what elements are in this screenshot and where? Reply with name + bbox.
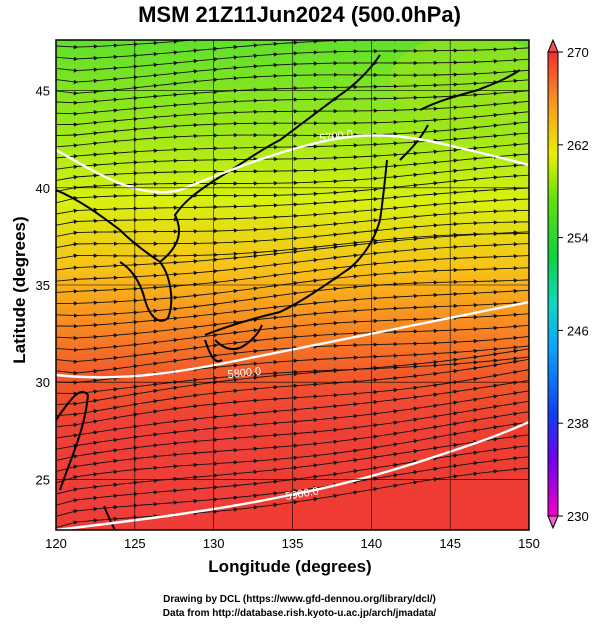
x-axis-label: Longitude (degrees) <box>208 557 372 576</box>
colorbar-tick-label: 246 <box>567 323 589 338</box>
y-tick-label: 25 <box>36 472 50 487</box>
y-tick-label: 40 <box>36 181 50 196</box>
y-tick-label: 30 <box>36 375 50 390</box>
y-tick-label: 35 <box>36 278 50 293</box>
coastlines <box>56 54 521 530</box>
x-tick-label: 140 <box>360 536 382 551</box>
height-contours <box>56 134 529 530</box>
x-tick-label: 120 <box>45 536 67 551</box>
streamline <box>56 467 529 529</box>
contour-label-5900: 5900.0 <box>284 485 319 503</box>
x-tick-label: 135 <box>282 536 304 551</box>
axis-ticks: 120 125 130 135 140 145 150 25 30 35 40 45 <box>36 40 540 551</box>
colorbar-ticks: 270 262 254 246 238 230 <box>558 45 589 524</box>
colorbar-max-arrow <box>547 38 559 53</box>
footer-data-source: Data from http://database.rish.kyoto-u.a… <box>162 608 437 619</box>
contour-label-5700: 5700.0 <box>319 128 354 145</box>
temperature-field <box>56 40 529 530</box>
colorbar-tick-label: 254 <box>567 231 589 246</box>
colorbar-tick-label: 238 <box>567 416 589 431</box>
x-tick-label: 125 <box>124 536 146 551</box>
x-tick-label: 145 <box>439 536 461 551</box>
colorbar-tick-label: 230 <box>567 509 589 524</box>
chart-title: MSM 21Z11Jun2024 (500.0hPa) <box>138 2 461 27</box>
x-tick-label: 130 <box>203 536 225 551</box>
y-axis-label: Latitude (degrees) <box>10 216 29 364</box>
colorbar <box>547 51 559 517</box>
footer-drawing-credit: Drawing by DCL (https://www.gfd-dennou.o… <box>163 594 436 605</box>
x-tick-label: 150 <box>518 536 540 551</box>
y-tick-label: 45 <box>36 84 50 99</box>
colorbar-tick-label: 262 <box>567 138 589 153</box>
contour-label-5800: 5800.0 <box>227 366 262 381</box>
colorbar-tick-label: 270 <box>567 45 589 60</box>
colorbar-min-arrow <box>547 515 559 530</box>
